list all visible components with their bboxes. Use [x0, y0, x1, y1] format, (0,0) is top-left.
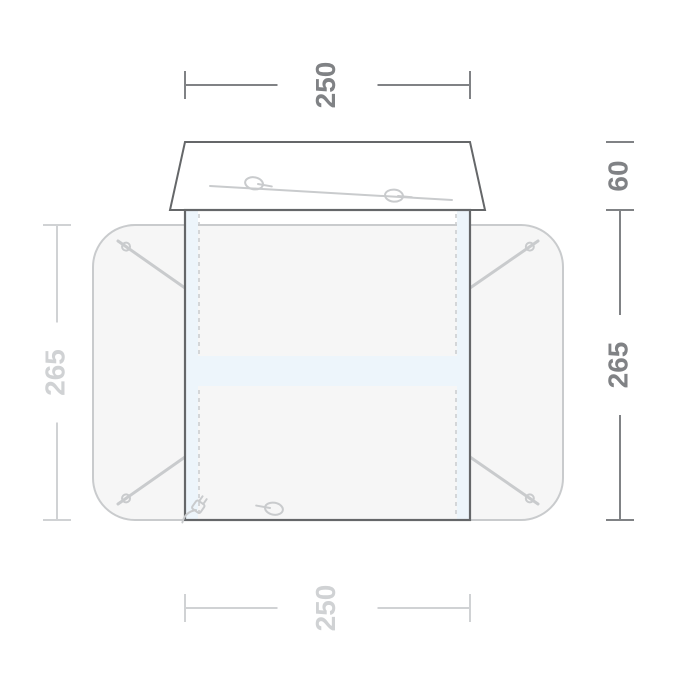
dimension-vertical: 265: [602, 210, 634, 520]
dimension-label: 60: [602, 160, 633, 191]
inner-blue-band: [187, 356, 468, 386]
dimension-vertical: 60: [602, 142, 634, 210]
dimension-horizontal: 250: [185, 585, 470, 632]
dimension-label: 265: [602, 342, 633, 389]
dimension-label: 250: [310, 62, 341, 109]
dimension-horizontal: 250: [185, 62, 470, 109]
dimension-vertical: 265: [39, 225, 71, 520]
dimension-label: 250: [310, 585, 341, 632]
dimension-label: 265: [39, 349, 70, 396]
